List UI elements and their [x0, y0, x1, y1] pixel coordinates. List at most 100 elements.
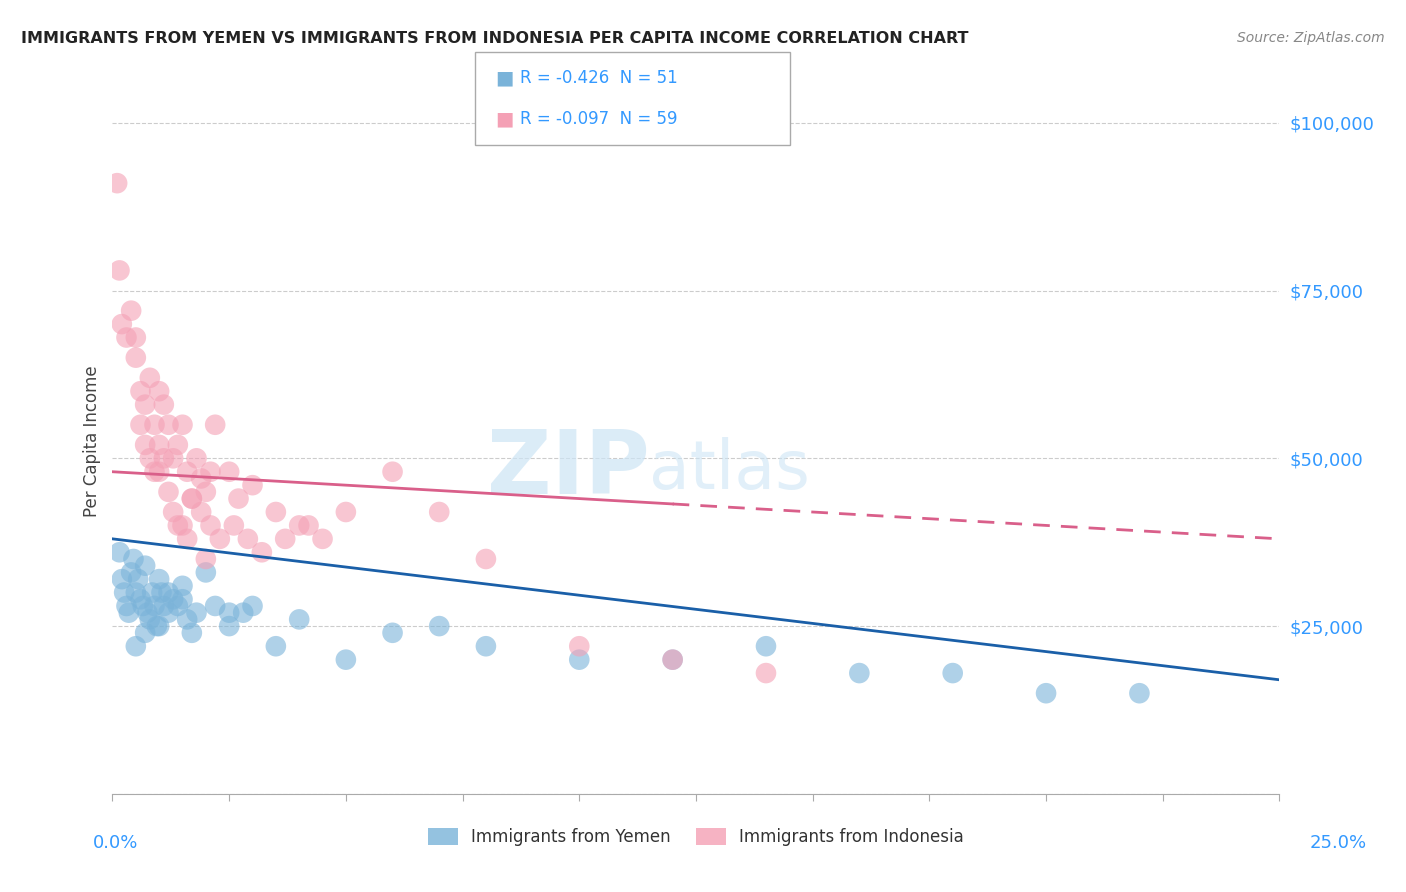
Point	[1128, 686, 1150, 700]
Point	[194, 552, 217, 566]
Text: 25.0%: 25.0%	[1310, 834, 1367, 852]
Point	[134, 625, 156, 640]
Point	[190, 505, 212, 519]
Point	[125, 351, 148, 365]
Point	[118, 606, 141, 620]
Point	[141, 585, 163, 599]
Point	[148, 384, 170, 399]
Point	[264, 639, 287, 653]
Point	[172, 417, 194, 432]
Point	[242, 599, 264, 613]
Point	[1035, 686, 1057, 700]
Point	[381, 465, 404, 479]
Point	[148, 438, 170, 452]
Text: ■: ■	[495, 68, 513, 87]
Point	[134, 438, 156, 452]
Point	[162, 451, 184, 466]
Point	[218, 619, 240, 633]
Point	[661, 653, 683, 667]
Point	[111, 572, 134, 586]
Point	[222, 518, 245, 533]
Point	[120, 566, 142, 580]
Point	[200, 518, 222, 533]
Point	[176, 465, 198, 479]
Point	[180, 625, 202, 640]
Text: ■: ■	[495, 109, 513, 128]
Point	[146, 619, 169, 633]
Point	[139, 451, 162, 466]
Point	[166, 438, 188, 452]
Point	[311, 532, 333, 546]
Point	[218, 606, 240, 620]
Point	[143, 599, 166, 613]
Point	[194, 566, 217, 580]
Point	[157, 484, 180, 499]
Point	[111, 317, 134, 331]
Point	[112, 585, 135, 599]
Point	[148, 572, 170, 586]
Point	[264, 505, 287, 519]
Point	[172, 518, 194, 533]
Point	[335, 653, 357, 667]
Point	[204, 417, 226, 432]
Point	[250, 545, 273, 559]
Point	[150, 585, 173, 599]
Point	[204, 599, 226, 613]
Text: IMMIGRANTS FROM YEMEN VS IMMIGRANTS FROM INDONESIA PER CAPITA INCOME CORRELATION: IMMIGRANTS FROM YEMEN VS IMMIGRANTS FROM…	[21, 31, 969, 46]
Point	[200, 465, 222, 479]
Point	[108, 545, 131, 559]
Point	[127, 572, 149, 586]
Point	[186, 451, 208, 466]
Point	[129, 417, 152, 432]
Point	[134, 398, 156, 412]
Point	[105, 176, 128, 190]
Point	[568, 639, 591, 653]
Point	[288, 612, 311, 626]
Point	[236, 532, 259, 546]
Point	[143, 417, 166, 432]
Text: R = -0.097  N = 59: R = -0.097 N = 59	[520, 110, 678, 128]
Point	[162, 505, 184, 519]
Point	[208, 532, 231, 546]
Point	[157, 606, 180, 620]
Point	[166, 599, 188, 613]
Point	[139, 371, 162, 385]
Point	[274, 532, 297, 546]
Point	[218, 465, 240, 479]
Point	[148, 619, 170, 633]
Point	[120, 303, 142, 318]
Point	[232, 606, 254, 620]
Point	[176, 532, 198, 546]
Point	[176, 612, 198, 626]
Point	[848, 666, 870, 681]
Point	[139, 612, 162, 626]
Point	[381, 625, 404, 640]
Point	[172, 579, 194, 593]
Point	[427, 619, 450, 633]
Point	[125, 585, 148, 599]
Point	[122, 552, 145, 566]
Text: R = -0.426  N = 51: R = -0.426 N = 51	[520, 69, 678, 87]
Point	[242, 478, 264, 492]
Point	[162, 592, 184, 607]
Point	[153, 451, 176, 466]
Point	[125, 639, 148, 653]
Point	[190, 471, 212, 485]
Text: ZIP: ZIP	[486, 426, 650, 513]
Point	[427, 505, 450, 519]
Point	[115, 599, 138, 613]
Y-axis label: Per Capita Income: Per Capita Income	[83, 366, 101, 517]
Point	[180, 491, 202, 506]
Text: atlas: atlas	[650, 437, 810, 503]
Point	[475, 639, 498, 653]
Point	[166, 518, 188, 533]
Point	[180, 491, 202, 506]
Text: Source: ZipAtlas.com: Source: ZipAtlas.com	[1237, 31, 1385, 45]
Point	[194, 484, 217, 499]
Point	[157, 417, 180, 432]
Point	[568, 653, 591, 667]
Point	[132, 599, 155, 613]
Point	[755, 639, 778, 653]
Point	[143, 465, 166, 479]
Point	[755, 666, 778, 681]
